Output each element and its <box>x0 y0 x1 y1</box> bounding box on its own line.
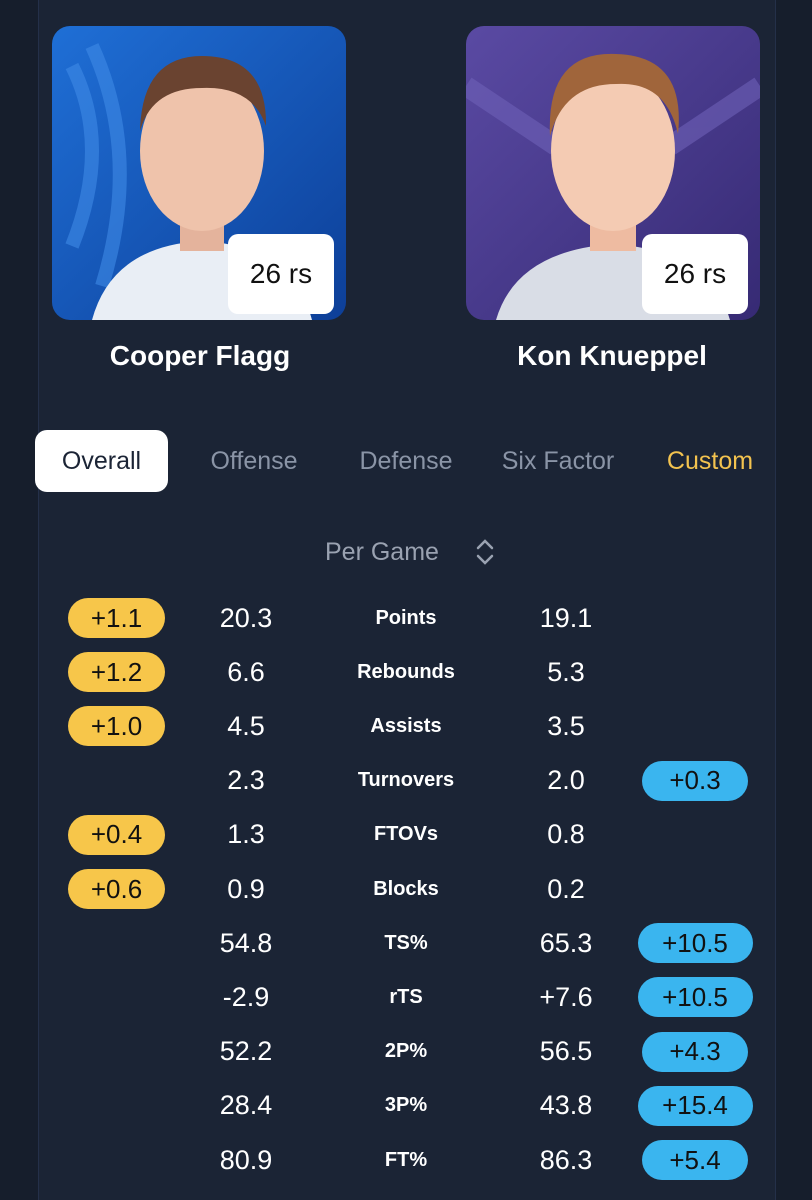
left-value: 54.8 <box>219 927 273 958</box>
right-value: 5.3 <box>547 656 585 687</box>
tab[interactable]: Offense <box>210 446 298 475</box>
right-diff-badge: +10.5 <box>637 977 753 1018</box>
left-value: 80.9 <box>219 1144 273 1175</box>
player-name: Kon Knueppel <box>517 340 707 371</box>
stat-name: Turnovers <box>357 769 455 792</box>
stat-name: FT% <box>384 1148 428 1171</box>
left-value: 28.4 <box>219 1090 273 1121</box>
right-value: 65.3 <box>539 927 593 958</box>
stat-mode-selector[interactable]: Per Game <box>300 534 520 570</box>
right-value: 86.3 <box>539 1144 593 1175</box>
right-diff-badge: +15.4 <box>637 1085 753 1126</box>
right-value: 0.8 <box>547 819 585 850</box>
right-value: 19.1 <box>539 602 593 633</box>
right-diff-badge: +4.3 <box>642 1031 748 1072</box>
right-value: +7.6 <box>539 981 593 1012</box>
player-name: Cooper Flagg <box>109 340 291 371</box>
stat-name: TS% <box>384 931 428 954</box>
right-value: 2.0 <box>547 765 585 796</box>
right-diff-badge: +0.3 <box>642 760 748 801</box>
left-value: 4.5 <box>227 710 265 741</box>
tab[interactable]: Defense <box>359 446 453 475</box>
right-value: 0.2 <box>547 873 585 904</box>
stat-name: Rebounds <box>357 660 455 683</box>
right-value: 56.5 <box>539 1036 593 1067</box>
left-diff-badge: +1.0 <box>68 706 165 747</box>
stat-name: FTOVs <box>373 823 439 846</box>
right-diff-badge: +10.5 <box>637 923 753 964</box>
tab[interactable]: Custom <box>666 446 754 475</box>
player-card[interactable]: 26 rs <box>466 26 760 320</box>
left-value: -2.9 <box>222 981 270 1012</box>
left-value: 1.3 <box>227 819 265 850</box>
left-value: 52.2 <box>219 1036 273 1067</box>
left-value: 20.3 <box>219 602 273 633</box>
stat-name: Assists <box>370 714 442 737</box>
stat-name: rTS <box>389 985 423 1008</box>
stat-name: Points <box>375 606 437 629</box>
right-value: 3.5 <box>547 710 585 741</box>
stat-name: 2P% <box>384 1040 428 1063</box>
left-value: 2.3 <box>227 765 265 796</box>
chevron-icon <box>476 539 494 565</box>
player-badge: 26 rs <box>228 234 334 314</box>
tab[interactable]: Six Factor <box>501 446 615 475</box>
left-diff-badge: +1.2 <box>68 652 165 693</box>
right-value: 43.8 <box>539 1090 593 1121</box>
left-diff-badge: +0.6 <box>68 869 165 909</box>
selector-label: Per Game <box>325 537 439 566</box>
left-diff-badge: +1.1 <box>68 598 165 638</box>
player-badge: 26 rs <box>642 234 748 314</box>
stat-name: 3P% <box>384 1094 428 1117</box>
right-diff-badge: +5.4 <box>642 1140 748 1180</box>
player-card[interactable]: 26 rs <box>52 26 346 320</box>
tab[interactable]: Overall <box>35 430 168 492</box>
left-value: 0.9 <box>227 873 265 904</box>
left-value: 6.6 <box>227 656 265 687</box>
left-diff-badge: +0.4 <box>68 814 165 855</box>
stat-name: Blocks <box>373 877 439 900</box>
